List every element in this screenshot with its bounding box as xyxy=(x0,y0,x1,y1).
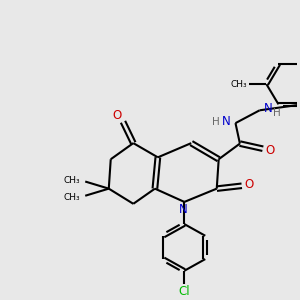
Text: N: N xyxy=(178,203,187,216)
Text: O: O xyxy=(244,178,254,191)
Text: CH₃: CH₃ xyxy=(64,176,80,184)
Text: O: O xyxy=(266,144,275,157)
Text: H: H xyxy=(273,108,281,118)
Text: CH₃: CH₃ xyxy=(230,80,247,88)
Text: N: N xyxy=(263,101,272,115)
Text: O: O xyxy=(112,109,122,122)
Text: Cl: Cl xyxy=(178,285,190,298)
Text: H: H xyxy=(212,117,220,127)
Text: CH₃: CH₃ xyxy=(64,193,80,202)
Text: N: N xyxy=(222,115,230,128)
